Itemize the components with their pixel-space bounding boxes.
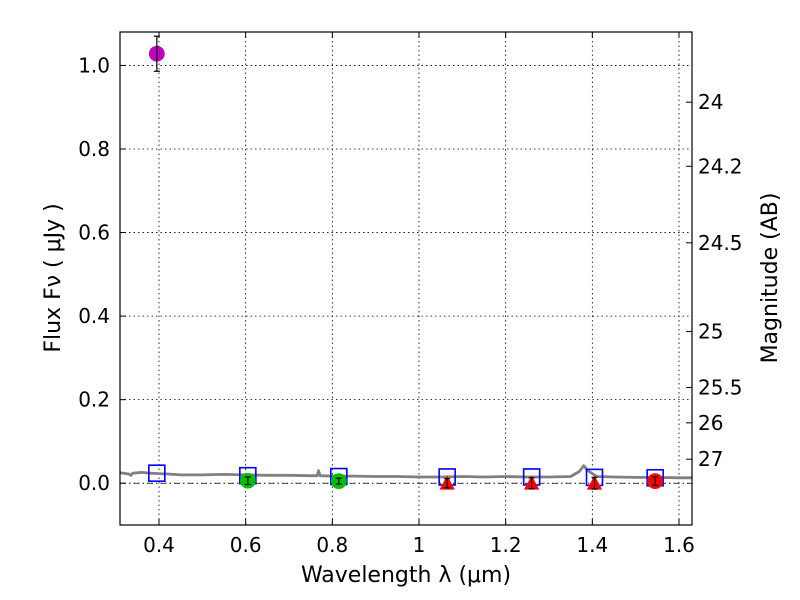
x-tick-label: 0.6	[230, 533, 262, 557]
mag-tick-label: 24.5	[698, 231, 743, 255]
model-layer	[119, 464, 692, 487]
x-tick-label: 0.4	[143, 533, 175, 557]
x-axis-label: Wavelength λ (μm)	[301, 563, 511, 588]
ticks: 0.4 0.6 0.8 1 1.2 1.4 1.6 0.0 0.2 0.4 0.6 0.8 1.0 24 2…	[78, 32, 743, 557]
mag-tick-label: 27	[698, 447, 723, 471]
mag-tick-label: 25	[698, 320, 723, 344]
y-tick-label: 1.0	[78, 53, 110, 77]
x-tick-label: 1.4	[576, 533, 608, 557]
y-tick-label: 0.8	[78, 137, 110, 161]
y-tick-label: 0.2	[78, 388, 110, 412]
gridlines	[120, 32, 692, 525]
y-tick-label: 0.0	[78, 471, 110, 495]
mag-tick-label: 26	[698, 411, 723, 435]
y-tick-label: 0.4	[78, 304, 110, 328]
model-spectrum-line	[119, 464, 692, 480]
mag-tick-label: 25.5	[698, 376, 743, 400]
y2-axis-label: Magnitude (AB)	[758, 193, 783, 364]
mag-tick-label: 24.2	[698, 154, 743, 178]
x-tick-label: 1.6	[663, 533, 695, 557]
observations-layer	[148, 35, 664, 490]
mag-tick-label: 24	[698, 90, 723, 114]
x-tick-label: 1	[413, 533, 426, 557]
x-tick-label: 0.8	[316, 533, 348, 557]
model-photometry-square	[148, 464, 166, 482]
y-tick-label: 0.6	[78, 221, 110, 245]
x-tick-label: 1.2	[490, 533, 522, 557]
plot-frame	[119, 31, 693, 526]
y-axis-label: Flux Fν ( μJy )	[41, 203, 66, 352]
